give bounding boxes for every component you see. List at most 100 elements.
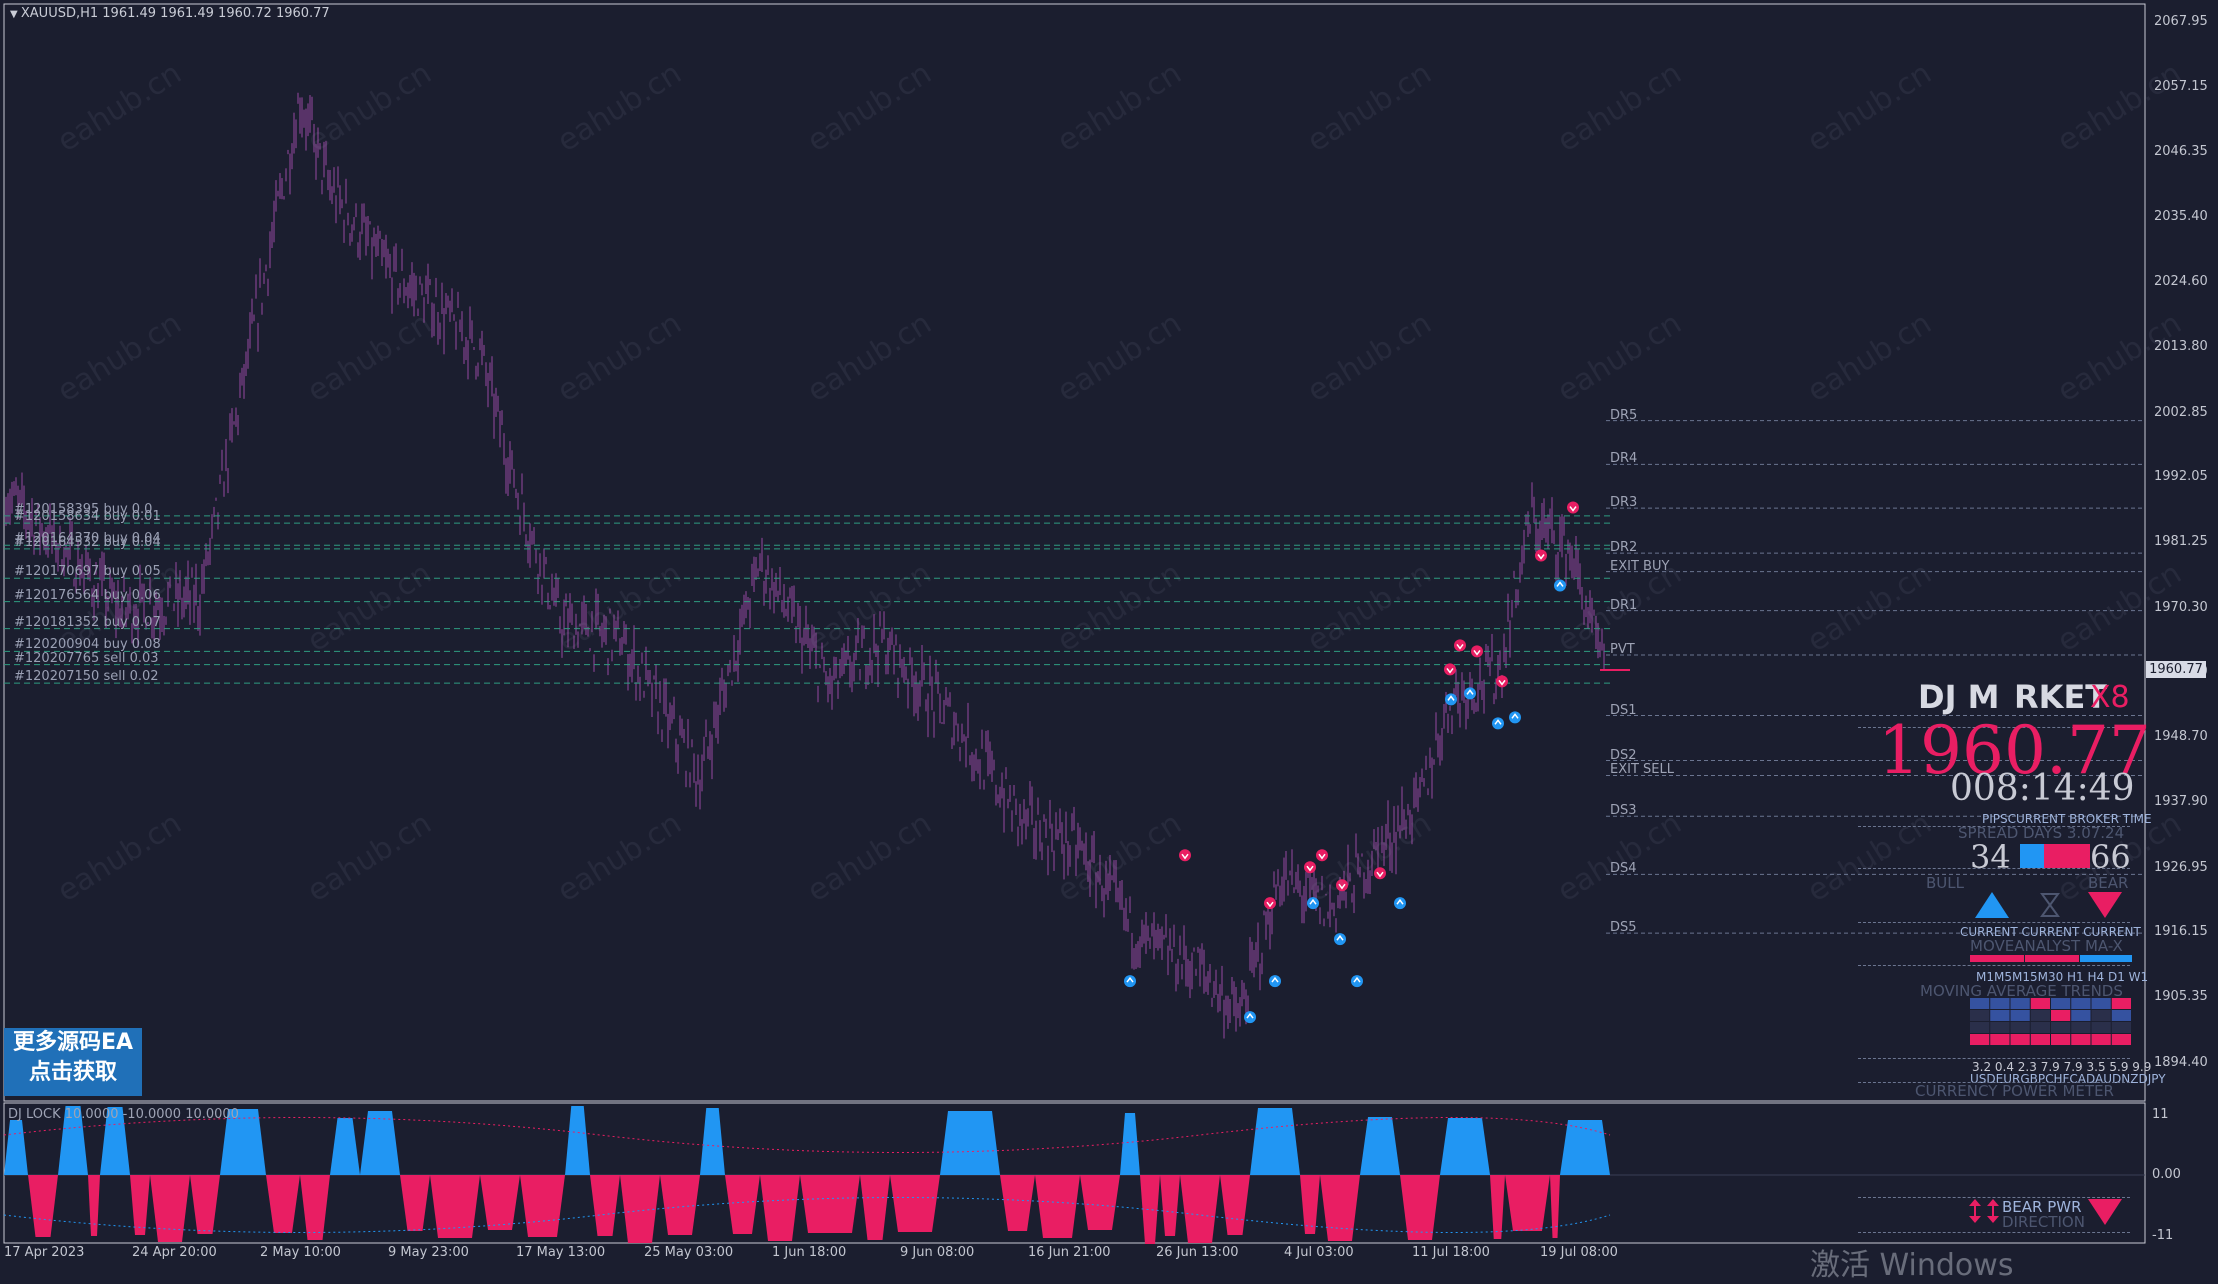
ma-bar-1 — [1970, 955, 2024, 962]
bear-block — [190, 1175, 220, 1234]
trend-cell — [2111, 1010, 2131, 1021]
bear-block — [520, 1175, 565, 1237]
order-label[interactable]: #120158395 buy 0.0 — [14, 501, 153, 517]
bear-block — [1300, 1175, 1320, 1234]
time-tick: 4 Jul 03:00 — [1284, 1245, 1354, 1260]
price-tick: 2024.60 — [2154, 274, 2208, 290]
order-label[interactable]: #120170697 buy 0.05 — [14, 564, 161, 580]
bear-label: BEAR — [2088, 874, 2129, 892]
promo-line-2: 点击获取 — [28, 1060, 117, 1085]
bull-block — [1360, 1117, 1400, 1175]
sell-arrow-icon — [1179, 849, 1191, 862]
pivot-label: DS4 — [1610, 861, 1637, 877]
bear-value: 66 — [2090, 838, 2131, 876]
bear-block — [1035, 1175, 1080, 1238]
bull-block — [940, 1111, 1000, 1175]
price-tick: 2057.15 — [2154, 79, 2208, 95]
bear-block — [300, 1175, 330, 1240]
time-tick: 16 Jun 21:00 — [1028, 1245, 1111, 1260]
bull-block — [565, 1106, 590, 1175]
bull-block — [4, 1120, 28, 1175]
order-label[interactable]: #120158634 buy 0.01 — [14, 509, 161, 525]
trend-cell — [2051, 1022, 2071, 1033]
trend-cell — [2111, 1022, 2131, 1033]
buy-arrow-icon — [1351, 975, 1363, 988]
price-tick: 1970.30 — [2154, 599, 2208, 615]
currency-meter-title: CURRENCY POWER METER — [1915, 1082, 2114, 1100]
pivot-label: EXIT SELL — [1610, 762, 1674, 778]
panel-title-a: DJ M — [1918, 678, 2000, 716]
ma-bar-3 — [2080, 955, 2132, 962]
broker-clock: 008:14:49 — [1950, 768, 2135, 809]
buy-arrow-icon — [1334, 933, 1346, 946]
panel-big-price: 1960.77 — [1878, 712, 2151, 789]
order-label[interactable]: #120181352 buy 0.07 — [14, 614, 161, 630]
order-label[interactable]: #120164370 buy 0.04 — [14, 531, 161, 547]
bear-block — [130, 1175, 150, 1235]
sell-arrow-icon — [1374, 867, 1386, 880]
bull-bar-fill — [2020, 844, 2044, 868]
order-lines — [4, 515, 1610, 684]
trend-cell — [2091, 998, 2111, 1009]
trend-cell — [2051, 998, 2071, 1009]
bear-block — [1000, 1175, 1035, 1231]
time-tick: 19 Jul 08:00 — [1540, 1245, 1618, 1260]
panel-title-c: X8 — [2090, 680, 2130, 715]
pivot-label: EXIT BUY — [1610, 558, 1670, 574]
time-tick: 24 Apr 20:00 — [132, 1245, 217, 1260]
trend-cell — [1970, 1022, 1990, 1033]
buy-arrow-icon — [1464, 687, 1476, 700]
buy-arrow-icon — [1269, 975, 1281, 988]
oscillator-label: DJ LOCK 10.0000 -10.0000 10.0000 — [8, 1107, 239, 1122]
current-row: CURRENT CURRENT CURRENT — [1960, 925, 2141, 939]
bear-block — [400, 1175, 430, 1231]
updown-arrows-icon — [1969, 1199, 1999, 1223]
trend-cell — [2030, 1022, 2050, 1033]
pivot-label: DR2 — [1610, 540, 1638, 556]
order-label[interactable]: #120176564 buy 0.06 — [14, 587, 161, 603]
osc-tick: 11 — [2152, 1107, 2169, 1122]
order-label[interactable]: #120207765 sell 0.03 — [14, 650, 159, 666]
bear-block — [800, 1175, 860, 1233]
timeframe-row: M1M5M15M30 H1 H4 D1 W1 — [1976, 970, 2149, 984]
bull-label: BULL — [1926, 874, 1964, 892]
sell-arrow-icon — [1336, 879, 1348, 892]
time-tick: 9 Jun 08:00 — [900, 1245, 975, 1260]
trend-cell — [2071, 1022, 2091, 1033]
time-tick: 1 Jun 18:00 — [772, 1245, 847, 1260]
trend-cell — [2111, 998, 2131, 1009]
bear-block — [760, 1175, 800, 1241]
collapse-triangle-icon[interactable]: ▼ — [10, 9, 21, 20]
pivot-label: DS5 — [1610, 920, 1637, 936]
promo-line-1: 更多源码EA — [12, 1030, 134, 1055]
pivot-label: DR3 — [1610, 495, 1638, 511]
order-label[interactable]: #120200904 buy 0.08 — [14, 637, 161, 653]
time-tick: 17 May 13:00 — [516, 1245, 606, 1260]
current-price-tag: 1960.77 — [2146, 661, 2206, 678]
signal-arrows — [1124, 501, 1579, 1024]
bear-block — [88, 1175, 100, 1236]
time-tick: 11 Jul 18:00 — [1412, 1245, 1490, 1260]
bear-block — [480, 1175, 520, 1230]
pivot-label: DR1 — [1610, 597, 1638, 613]
bear-block — [1080, 1175, 1120, 1230]
panel-divider-3 — [1858, 868, 2130, 869]
buy-arrow-icon — [1394, 897, 1406, 910]
trend-cell — [1970, 998, 1990, 1009]
order-label[interactable]: #120207150 sell 0.02 — [14, 669, 159, 685]
time-tick: 25 May 03:00 — [644, 1245, 734, 1260]
bear-block — [150, 1175, 190, 1242]
moveanalyst-row: MOVEANALYST MA-X — [1970, 937, 2123, 955]
sell-arrow-icon — [1444, 663, 1456, 676]
bear-block — [266, 1175, 300, 1233]
trend-cell — [1990, 1022, 2010, 1033]
panel-divider-4 — [1858, 922, 2130, 923]
order-label[interactable]: #120164532 buy 0.04 — [14, 534, 161, 550]
price-tick: 1916.15 — [2154, 924, 2208, 940]
price-tick: 1981.25 — [2154, 534, 2208, 549]
symbol-info[interactable]: ▼ XAUUSD,H1 1961.49 1961.49 1960.72 1960… — [10, 6, 330, 21]
promo-button[interactable]: 更多源码EA 点击获取 — [4, 1028, 142, 1096]
currency-values: 3.2 0.4 2.3 7.9 7.9 3.5 5.9 9.9 — [1972, 1060, 2152, 1074]
